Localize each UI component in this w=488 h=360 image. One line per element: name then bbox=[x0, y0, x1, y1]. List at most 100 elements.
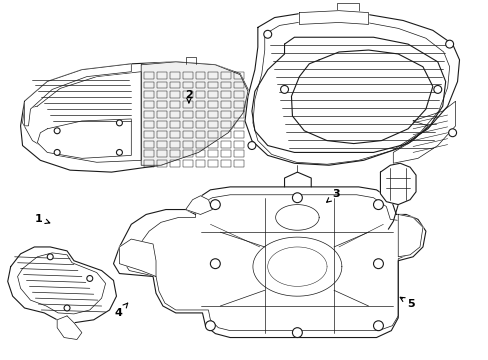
Bar bbox=[221, 150, 231, 157]
Circle shape bbox=[54, 149, 60, 156]
Bar bbox=[157, 82, 166, 89]
Bar bbox=[169, 101, 180, 108]
Bar bbox=[208, 91, 218, 98]
Bar bbox=[144, 121, 154, 128]
Bar bbox=[221, 91, 231, 98]
Bar bbox=[144, 91, 154, 98]
Circle shape bbox=[447, 129, 456, 137]
Bar bbox=[221, 160, 231, 167]
Bar bbox=[183, 160, 192, 167]
Bar bbox=[234, 150, 244, 157]
Bar bbox=[157, 111, 166, 118]
Bar bbox=[208, 111, 218, 118]
Bar bbox=[221, 141, 231, 148]
Bar bbox=[208, 72, 218, 78]
Circle shape bbox=[87, 275, 93, 282]
Bar bbox=[169, 72, 180, 78]
Bar bbox=[169, 111, 180, 118]
Circle shape bbox=[292, 328, 302, 338]
Text: 2: 2 bbox=[184, 90, 192, 103]
Bar bbox=[221, 131, 231, 138]
Bar bbox=[234, 101, 244, 108]
Bar bbox=[169, 131, 180, 138]
Circle shape bbox=[64, 305, 70, 311]
Bar bbox=[234, 141, 244, 148]
Bar bbox=[144, 101, 154, 108]
Bar bbox=[169, 82, 180, 89]
Polygon shape bbox=[113, 187, 425, 338]
Bar bbox=[221, 111, 231, 118]
Circle shape bbox=[373, 259, 383, 269]
Bar bbox=[183, 101, 192, 108]
Bar bbox=[195, 150, 205, 157]
Circle shape bbox=[445, 40, 453, 48]
Circle shape bbox=[116, 149, 122, 156]
Bar bbox=[169, 150, 180, 157]
Bar bbox=[183, 121, 192, 128]
Bar bbox=[144, 160, 154, 167]
Circle shape bbox=[373, 321, 383, 330]
Text: 1: 1 bbox=[35, 214, 50, 224]
Bar bbox=[157, 150, 166, 157]
Polygon shape bbox=[141, 62, 247, 165]
Polygon shape bbox=[380, 163, 415, 204]
Bar bbox=[221, 72, 231, 78]
Bar bbox=[208, 82, 218, 89]
Circle shape bbox=[210, 200, 220, 210]
Bar bbox=[144, 141, 154, 148]
Text: 4: 4 bbox=[115, 303, 127, 318]
Bar bbox=[157, 160, 166, 167]
Polygon shape bbox=[57, 316, 81, 339]
Bar bbox=[183, 131, 192, 138]
Bar bbox=[221, 82, 231, 89]
Polygon shape bbox=[244, 13, 459, 165]
Bar bbox=[195, 91, 205, 98]
Bar bbox=[208, 121, 218, 128]
Bar bbox=[234, 111, 244, 118]
Bar bbox=[234, 121, 244, 128]
Polygon shape bbox=[24, 64, 131, 126]
Circle shape bbox=[205, 321, 215, 330]
Bar bbox=[195, 131, 205, 138]
Bar bbox=[144, 82, 154, 89]
Bar bbox=[157, 141, 166, 148]
Bar bbox=[234, 160, 244, 167]
Circle shape bbox=[373, 200, 383, 210]
Bar bbox=[144, 72, 154, 78]
Bar bbox=[195, 72, 205, 78]
Bar bbox=[157, 131, 166, 138]
Bar bbox=[157, 101, 166, 108]
Bar bbox=[183, 82, 192, 89]
Bar bbox=[183, 111, 192, 118]
Circle shape bbox=[116, 120, 122, 126]
Polygon shape bbox=[397, 215, 422, 257]
Bar bbox=[144, 150, 154, 157]
Bar bbox=[234, 82, 244, 89]
Bar bbox=[208, 150, 218, 157]
Polygon shape bbox=[299, 11, 368, 24]
Bar bbox=[221, 121, 231, 128]
Bar bbox=[195, 82, 205, 89]
Bar bbox=[169, 121, 180, 128]
Bar bbox=[208, 141, 218, 148]
Circle shape bbox=[263, 30, 271, 38]
Polygon shape bbox=[20, 62, 247, 172]
Polygon shape bbox=[8, 247, 116, 323]
Bar bbox=[234, 72, 244, 78]
Bar bbox=[208, 160, 218, 167]
Bar bbox=[183, 150, 192, 157]
Bar bbox=[208, 131, 218, 138]
Bar bbox=[183, 91, 192, 98]
Bar bbox=[157, 91, 166, 98]
Circle shape bbox=[247, 141, 255, 149]
Circle shape bbox=[292, 193, 302, 203]
Bar bbox=[183, 72, 192, 78]
Polygon shape bbox=[185, 196, 212, 215]
Bar bbox=[144, 131, 154, 138]
Text: 5: 5 bbox=[399, 297, 414, 309]
Bar bbox=[157, 72, 166, 78]
Bar bbox=[221, 101, 231, 108]
Circle shape bbox=[433, 85, 441, 93]
Bar bbox=[144, 111, 154, 118]
Bar bbox=[195, 121, 205, 128]
